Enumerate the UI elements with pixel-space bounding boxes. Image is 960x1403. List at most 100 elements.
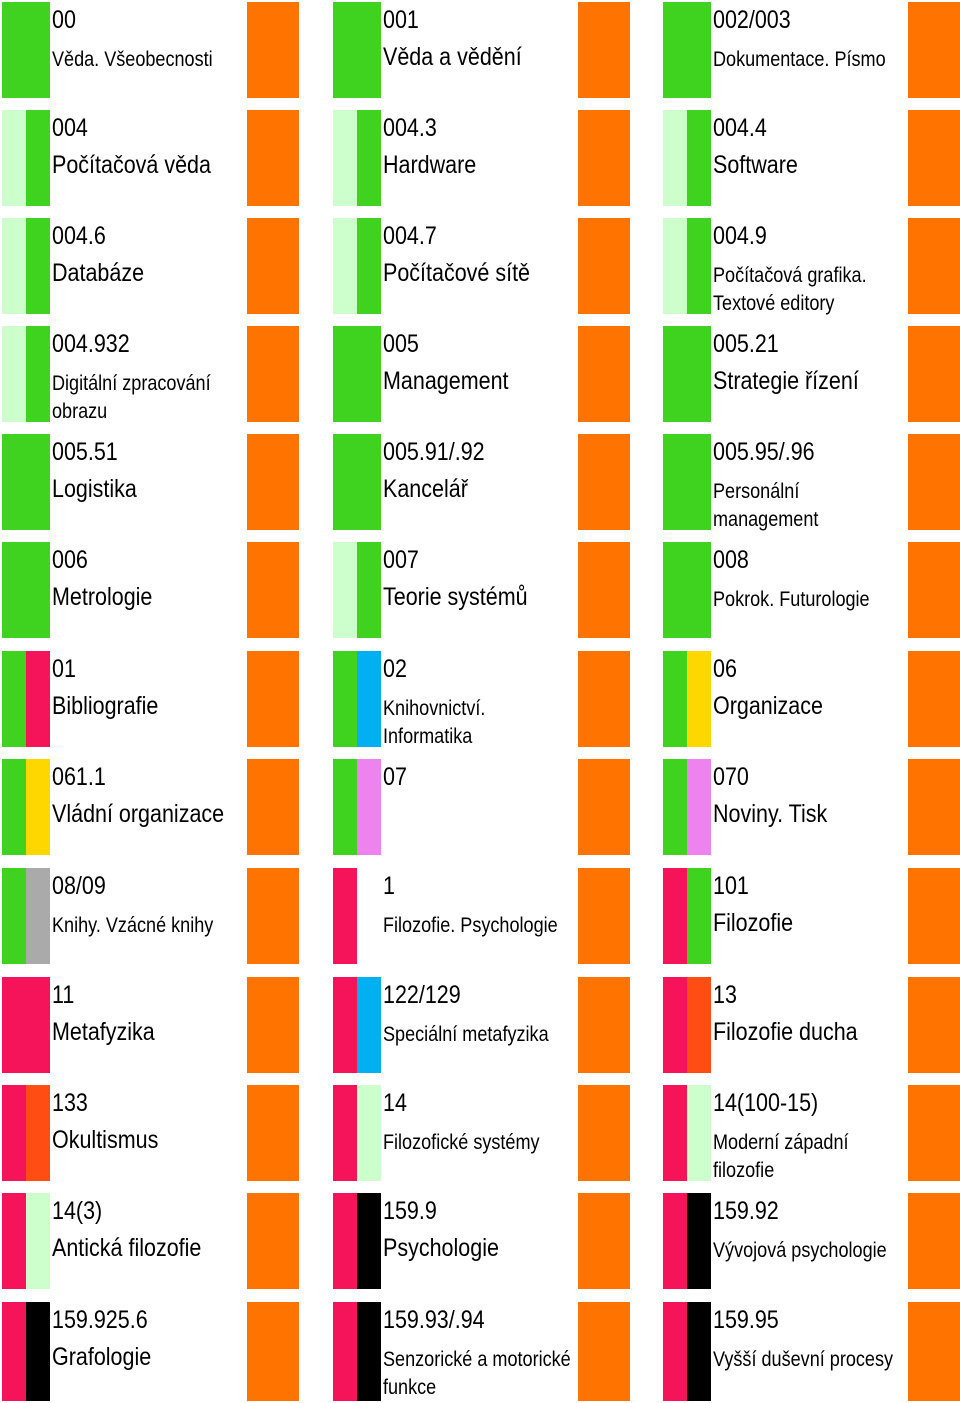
- color-bar: [333, 2, 357, 98]
- class-label: Databáze: [52, 259, 145, 287]
- color-bar: [357, 110, 381, 206]
- class-card: 101 Filozofie: [661, 868, 960, 964]
- class-code: 006: [52, 546, 88, 574]
- orange-block: [578, 434, 630, 530]
- class-code: 004.9: [713, 222, 767, 250]
- class-code: 159.9: [383, 1197, 437, 1225]
- class-code: 004.3: [383, 114, 437, 142]
- class-card: 004.9 Počítačová grafika. Textové editory: [661, 218, 960, 315]
- orange-block: [908, 218, 960, 314]
- class-code: 004.4: [713, 114, 767, 142]
- orange-block: [247, 326, 299, 422]
- class-code: 001: [383, 6, 419, 34]
- class-label: Grafologie: [52, 1343, 152, 1371]
- orange-block: [578, 868, 630, 964]
- class-card: 005 Management: [331, 326, 631, 422]
- color-bar: [2, 759, 26, 855]
- class-code: 01: [52, 655, 76, 683]
- class-code: 159.93/.94: [383, 1306, 485, 1334]
- orange-block: [908, 326, 960, 422]
- color-bar: [687, 326, 711, 422]
- color-bar: [333, 977, 357, 1073]
- class-card: 006 Metrologie: [0, 542, 300, 638]
- orange-block: [247, 434, 299, 530]
- class-code: 159.92: [713, 1197, 779, 1225]
- class-label: Psychologie: [383, 1234, 499, 1262]
- class-card: 02 Knihovnictví. Informatika: [331, 651, 631, 748]
- class-card: 00 Věda. Všeobecnosti: [0, 2, 300, 98]
- class-code: 005.95/.96: [713, 438, 815, 466]
- class-card: 004.4 Software: [661, 110, 960, 206]
- orange-block: [578, 1085, 630, 1181]
- orange-block: [578, 977, 630, 1073]
- orange-block: [578, 326, 630, 422]
- class-code: 08/09: [52, 872, 106, 900]
- orange-block: [908, 2, 960, 98]
- class-card: 005.91/.92 Kancelář: [331, 434, 631, 530]
- color-bar: [2, 651, 26, 747]
- orange-block: [247, 1193, 299, 1289]
- color-bar: [687, 1193, 711, 1289]
- color-bar: [26, 218, 50, 314]
- class-card: 08/09 Knihy. Vzácné knihy: [0, 868, 300, 964]
- class-label: Filozofické systémy: [383, 1131, 540, 1154]
- color-bar: [333, 434, 357, 530]
- orange-block: [908, 651, 960, 747]
- orange-block: [908, 434, 960, 530]
- color-bar: [663, 110, 687, 206]
- class-label: Počítačová grafika. Textové editory: [713, 264, 867, 315]
- class-card: 008 Pokrok. Futurologie: [661, 542, 960, 638]
- color-bar: [333, 651, 357, 747]
- color-bar: [687, 542, 711, 638]
- color-bar: [687, 759, 711, 855]
- color-bar: [333, 1085, 357, 1181]
- color-bar: [357, 651, 381, 747]
- class-label: Noviny. Tisk: [713, 800, 828, 828]
- orange-block: [578, 1193, 630, 1289]
- class-card: 005.51 Logistika: [0, 434, 300, 530]
- orange-block: [908, 1085, 960, 1181]
- color-bar: [2, 434, 26, 530]
- color-bar: [687, 218, 711, 314]
- class-label: Věda a vědění: [383, 43, 522, 71]
- class-label: Filozofie. Psychologie: [383, 914, 558, 937]
- class-card: 159.92 Vývojová psychologie: [661, 1193, 960, 1289]
- class-code: 122/129: [383, 981, 461, 1009]
- class-card: 14(100-15) Moderní západní filozofie: [661, 1085, 960, 1182]
- class-card: 1 Filozofie. Psychologie: [331, 868, 631, 964]
- class-label: Počítačová věda: [52, 151, 211, 179]
- color-bar: [687, 1085, 711, 1181]
- class-label: Moderní západní filozofie: [713, 1131, 849, 1182]
- class-card: 004.3 Hardware: [331, 110, 631, 206]
- color-bar: [663, 326, 687, 422]
- color-bar: [333, 868, 357, 964]
- orange-block: [247, 1085, 299, 1181]
- orange-block: [578, 759, 630, 855]
- class-card: 133 Okultismus: [0, 1085, 300, 1181]
- class-label: Teorie systémů: [383, 583, 528, 611]
- class-code: 14: [383, 1089, 407, 1117]
- color-bar: [357, 218, 381, 314]
- class-label: Vládní organizace: [52, 800, 225, 828]
- class-card: 004 Počítačová věda: [0, 110, 300, 206]
- color-bar: [357, 542, 381, 638]
- class-card: 159.93/.94 Senzorické a motorické funkce: [331, 1302, 631, 1401]
- orange-block: [578, 1302, 630, 1401]
- color-bar: [2, 542, 26, 638]
- class-label: Antická filozofie: [52, 1234, 202, 1262]
- color-bar: [2, 977, 26, 1073]
- color-bar: [333, 110, 357, 206]
- class-code: 06: [713, 655, 737, 683]
- orange-block: [908, 977, 960, 1073]
- class-label: Vývojová psychologie: [713, 1239, 887, 1262]
- color-bar: [687, 651, 711, 747]
- class-label: Digitální zpracování obrazu: [52, 372, 211, 423]
- color-bar: [687, 434, 711, 530]
- color-bar: [26, 651, 50, 747]
- color-bar: [2, 1085, 26, 1181]
- orange-block: [247, 977, 299, 1073]
- color-bar: [333, 1193, 357, 1289]
- color-bar: [26, 1193, 50, 1289]
- class-code: 00: [52, 6, 76, 34]
- color-bar: [357, 2, 381, 98]
